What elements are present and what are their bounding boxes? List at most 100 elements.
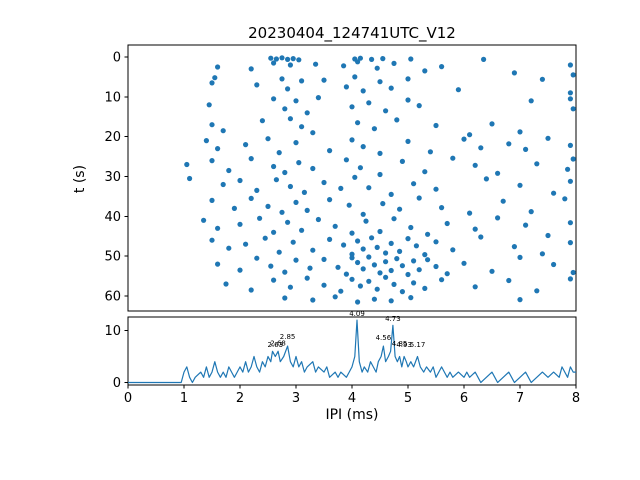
scatter-point: [517, 129, 523, 135]
scatter-point: [425, 257, 431, 263]
scatter-point: [293, 257, 299, 263]
scatter-point: [293, 140, 299, 146]
scatter-point: [472, 162, 478, 168]
scatter-point: [567, 142, 574, 148]
scatter-point: [472, 226, 478, 232]
scatter-point: [321, 256, 327, 262]
scatter-point: [528, 209, 534, 215]
scatter-point: [282, 269, 288, 275]
peak-annotation: 4.73: [385, 315, 401, 323]
scatter-point: [209, 197, 215, 203]
x-tick-label: 4: [348, 391, 356, 406]
scatter-point: [511, 244, 517, 250]
scatter-point: [377, 228, 383, 235]
scatter-point: [422, 68, 428, 74]
scatter-point: [254, 82, 260, 88]
scatter-point: [489, 121, 495, 127]
peak-annotation: 4.85: [392, 340, 408, 348]
scatter-point: [279, 209, 285, 215]
y-tick-label: 30: [104, 170, 121, 185]
scatter-point: [268, 55, 274, 61]
scatter-point: [310, 247, 316, 253]
scatter-point: [377, 171, 383, 178]
scatter-point: [327, 236, 333, 242]
scatter-point: [355, 259, 361, 266]
scatter-point: [271, 277, 277, 283]
scatter-point: [315, 95, 321, 101]
scatter-point: [383, 259, 389, 265]
scatter-point: [349, 104, 355, 110]
scatter-point: [567, 90, 574, 96]
scatter-point: [411, 181, 417, 187]
scatter-point: [296, 57, 302, 63]
scatter-point: [450, 155, 456, 161]
scatter-point: [416, 195, 422, 201]
scatter-point: [287, 183, 293, 190]
scatter-point: [388, 298, 394, 304]
scatter-point: [433, 263, 439, 270]
scatter-point: [201, 217, 207, 223]
scatter-point: [220, 128, 226, 134]
scatter-point: [360, 266, 366, 272]
scatter-point: [315, 216, 321, 223]
y-tick-label: 60: [104, 289, 121, 304]
peak-annotation: 2.68: [270, 340, 286, 348]
scatter-point: [399, 263, 405, 269]
y-tick-label: 40: [104, 210, 121, 225]
scatter-point: [209, 80, 215, 86]
scatter-point: [425, 231, 431, 237]
scatter-point: [327, 197, 333, 203]
scatter-point: [450, 247, 456, 253]
scatter-point: [293, 199, 299, 205]
scatter-point: [377, 79, 383, 85]
y-tick-label: 20: [104, 130, 121, 145]
scatter-point: [467, 210, 473, 216]
scatter-point: [483, 176, 489, 182]
scatter-point: [523, 146, 529, 152]
scatter-point: [408, 224, 414, 231]
scatter-point: [357, 55, 363, 61]
scatter-point: [299, 124, 305, 130]
scatter-point: [380, 56, 386, 62]
scatter-point: [357, 283, 363, 289]
peak-annotation: 4.56: [376, 334, 392, 342]
scatter-point: [374, 244, 380, 250]
scatter-point: [374, 65, 380, 71]
scatter-point: [433, 186, 439, 192]
scatter-point: [215, 146, 221, 152]
peak-annotation: 4.09: [349, 310, 365, 318]
scatter-point: [215, 64, 221, 70]
scatter-point: [262, 235, 268, 241]
scatter-point: [296, 160, 302, 166]
scatter-point: [248, 156, 254, 162]
top-axes-frame: [127, 44, 577, 312]
scatter-point: [413, 243, 419, 249]
scatter-point: [338, 288, 344, 294]
x-tick-label: 7: [516, 391, 524, 406]
scatter-point: [223, 281, 229, 287]
peak-annotation: 5.17: [410, 341, 426, 349]
scatter-point: [517, 254, 523, 260]
scatter-point: [422, 285, 428, 291]
scatter-point: [489, 268, 495, 274]
scatter-point: [360, 144, 366, 150]
scatter-point: [282, 169, 288, 176]
scatter-point: [377, 150, 383, 156]
scatter-point: [444, 220, 450, 227]
scatter-point: [495, 215, 501, 221]
scatter-point: [355, 238, 361, 244]
scatter-point: [567, 220, 574, 226]
scatter-point: [310, 130, 316, 136]
scatter-point: [567, 62, 574, 68]
scatter-point: [374, 286, 380, 292]
scatter-point: [343, 84, 349, 90]
scatter-point: [355, 59, 361, 65]
scatter-point: [290, 239, 296, 245]
scatter-point: [439, 277, 445, 283]
scatter-point: [422, 252, 428, 258]
scatter-point: [408, 56, 414, 62]
scatter-point: [209, 122, 215, 128]
scatter-point: [243, 241, 249, 247]
scatter-point: [534, 161, 540, 167]
scatter-point: [215, 225, 221, 231]
